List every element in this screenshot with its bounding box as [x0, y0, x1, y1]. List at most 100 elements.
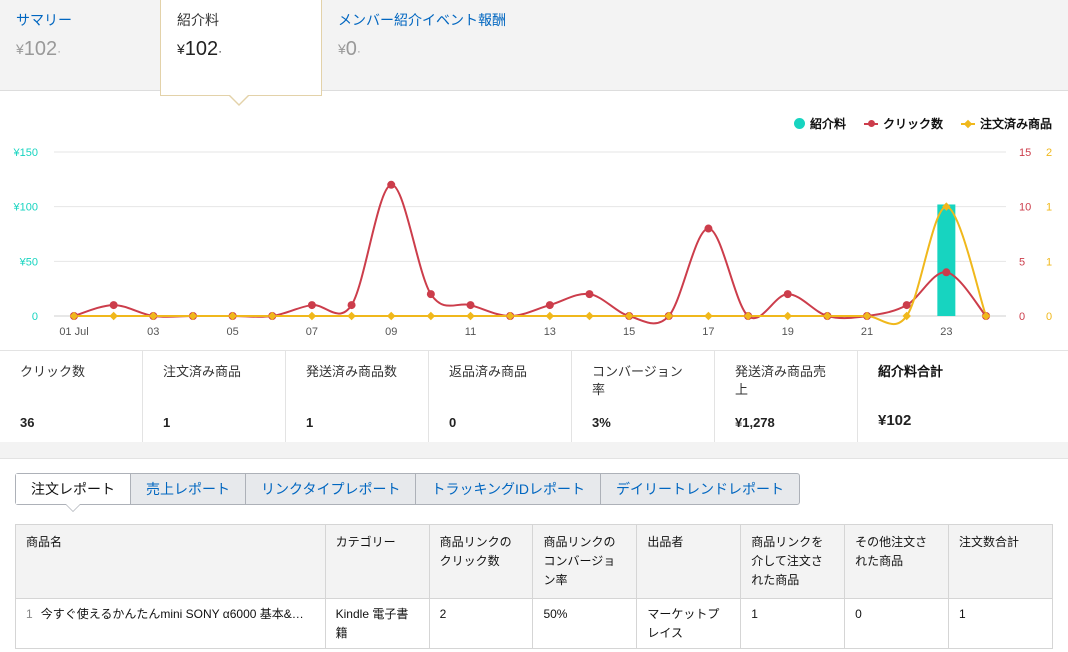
column-header-seller[interactable]: 出品者	[636, 524, 742, 599]
legend-fee-marker	[793, 118, 805, 129]
metric-clicks: クリック数 36	[0, 351, 143, 442]
summary-tab-label: サマリー	[16, 12, 72, 28]
column-header-conversion[interactable]: 商品リンクのコンバージョン率	[532, 524, 638, 599]
point-ordered	[426, 311, 436, 321]
column-header-total-orders[interactable]: 注文数合計	[948, 524, 1053, 599]
series-line-ordered	[73, 205, 987, 326]
point-ordered	[783, 311, 792, 321]
metric-label: 注文済み商品	[163, 364, 242, 379]
tab-order-report[interactable]: 注文レポート	[16, 474, 131, 512]
y-tick-label-left: ¥150	[13, 147, 38, 159]
legend-fee-label: 紹介料	[809, 117, 846, 131]
point-ordered	[862, 311, 872, 321]
point-ordered	[624, 311, 634, 321]
column-header-category[interactable]: カテゴリー	[324, 524, 430, 599]
y-tick-label-left: 0	[32, 311, 38, 323]
point-ordered	[823, 311, 832, 321]
summary-tab-member-event[interactable]: メンバー紹介イベント報酬 ¥0·	[322, 0, 582, 90]
cell-product: 1 今すぐ使えるかんたんmini SONY α6000 基本&…	[15, 598, 326, 649]
tab-tracking-id-report[interactable]: トラッキングIDレポート	[416, 474, 602, 504]
point-ordered	[307, 311, 317, 321]
column-header-clicks[interactable]: 商品リンクのクリック数	[428, 524, 534, 599]
x-tick-label: 23	[940, 326, 952, 338]
point-ordered	[386, 311, 396, 321]
metric-label: クリック数	[20, 364, 86, 379]
point-ordered	[902, 311, 911, 321]
summary-tab-label: 紹介料	[177, 12, 219, 28]
point-ordered	[704, 311, 713, 321]
cell-other-ordered: 0	[844, 598, 950, 649]
summary-tab-fee[interactable]: 紹介料 ¥102·	[160, 0, 322, 96]
table-row: 1 今すぐ使えるかんたんmini SONY α6000 基本&… Kindle 電…	[15, 598, 1053, 649]
metric-shipped: 発送済み商品数 1	[286, 351, 429, 442]
x-tick-label: 21	[861, 326, 873, 338]
metric-value: ¥102	[878, 412, 912, 429]
summary-tab-label: メンバー紹介イベント報酬	[338, 12, 506, 28]
point-ordered	[69, 311, 79, 321]
product-name[interactable]: 今すぐ使えるかんたんmini SONY α6000 基本&…	[40, 607, 304, 621]
column-header-linked-ordered[interactable]: 商品リンクを介して注文された商品	[740, 524, 846, 599]
bar-fee	[937, 204, 956, 316]
point-clicks	[783, 290, 792, 299]
point-clicks	[704, 224, 713, 233]
metric-value: 3%	[592, 415, 611, 430]
metric-conversion: コンバージョン率 3%	[572, 351, 715, 442]
point-ordered	[149, 311, 158, 321]
order-report-table: 商品名 カテゴリー 商品リンクのクリック数 商品リンクのコンバージョン率 出品者…	[15, 524, 1053, 649]
y-tick-label-clicks: 10	[1019, 202, 1031, 214]
point-ordered	[664, 311, 674, 321]
chart-legend: 紹介料 クリック数 注文済み商品	[793, 115, 1052, 132]
x-tick-label: 03	[147, 326, 159, 338]
legend-clicks-marker	[863, 119, 878, 127]
legend-item-fee[interactable]: 紹介料	[793, 115, 846, 132]
legend-ordered-label: 注文済み商品	[979, 117, 1052, 131]
tab-daily-trend-report[interactable]: デイリートレンドレポート	[616, 481, 785, 497]
metric-value: 0	[449, 415, 457, 430]
x-tick-label: 19	[782, 326, 794, 338]
cell-total-orders: 1	[948, 598, 1053, 649]
point-clicks	[466, 301, 475, 310]
point-ordered	[228, 311, 237, 321]
point-clicks	[387, 180, 396, 189]
metric-returned: 返品済み商品 0	[429, 351, 572, 442]
cell-category: Kindle 電子書籍	[324, 598, 430, 649]
metric-shipped-revenue: 発送済み商品売上 ¥1,278	[715, 351, 858, 442]
x-tick-label: 07	[306, 326, 318, 338]
x-tick-label: 13	[544, 326, 556, 338]
metrics-row: クリック数 36 注文済み商品 1 発送済み商品数 1 返品済み商品 0 コンバ…	[0, 350, 1068, 443]
y-tick-label-left: ¥50	[19, 256, 38, 268]
point-ordered	[347, 311, 356, 321]
metric-total-fee: 紹介料合計 ¥102	[858, 351, 1068, 442]
column-header-product[interactable]: 商品名	[15, 524, 326, 599]
point-ordered	[188, 311, 198, 321]
summary-tab-summary[interactable]: サマリー ¥102·	[0, 0, 160, 90]
metric-label: 返品済み商品	[449, 364, 528, 379]
x-tick-label: 09	[385, 326, 397, 338]
point-ordered	[466, 311, 475, 321]
metric-value: 1	[306, 415, 314, 430]
summary-tabs: サマリー ¥102· 紹介料 ¥102· メンバー紹介イベント報酬 ¥0·	[0, 0, 1068, 96]
cell-linked-ordered: 1	[740, 598, 846, 649]
metric-value: 36	[20, 415, 35, 430]
x-tick-label: 11	[465, 326, 476, 338]
point-clicks	[109, 301, 118, 310]
y-tick-label-clicks: 5	[1019, 256, 1025, 268]
point-ordered	[109, 311, 118, 321]
column-header-other-ordered[interactable]: その他注文された商品	[844, 524, 950, 599]
tab-sales-report[interactable]: 売上レポート	[131, 474, 246, 504]
y-tick-label-clicks: 0	[1019, 311, 1025, 323]
section-divider	[0, 442, 1068, 459]
tab-link-type-report[interactable]: リンクタイプレポート	[246, 474, 417, 504]
legend-item-clicks[interactable]: クリック数	[863, 115, 943, 132]
x-tick-label: 05	[226, 326, 238, 338]
metric-ordered: 注文済み商品 1	[143, 351, 286, 442]
legend-item-ordered[interactable]: 注文済み商品	[960, 115, 1052, 132]
point-ordered	[268, 311, 277, 321]
point-ordered	[505, 311, 515, 321]
summary-tab-amount: ¥0·	[338, 38, 361, 60]
point-clicks	[545, 301, 554, 310]
y-tick-label-left: ¥100	[13, 202, 38, 214]
legend-clicks-label: クリック数	[882, 117, 943, 131]
metric-label: 発送済み商品売上	[735, 364, 827, 397]
series-line-clicks	[73, 183, 987, 325]
